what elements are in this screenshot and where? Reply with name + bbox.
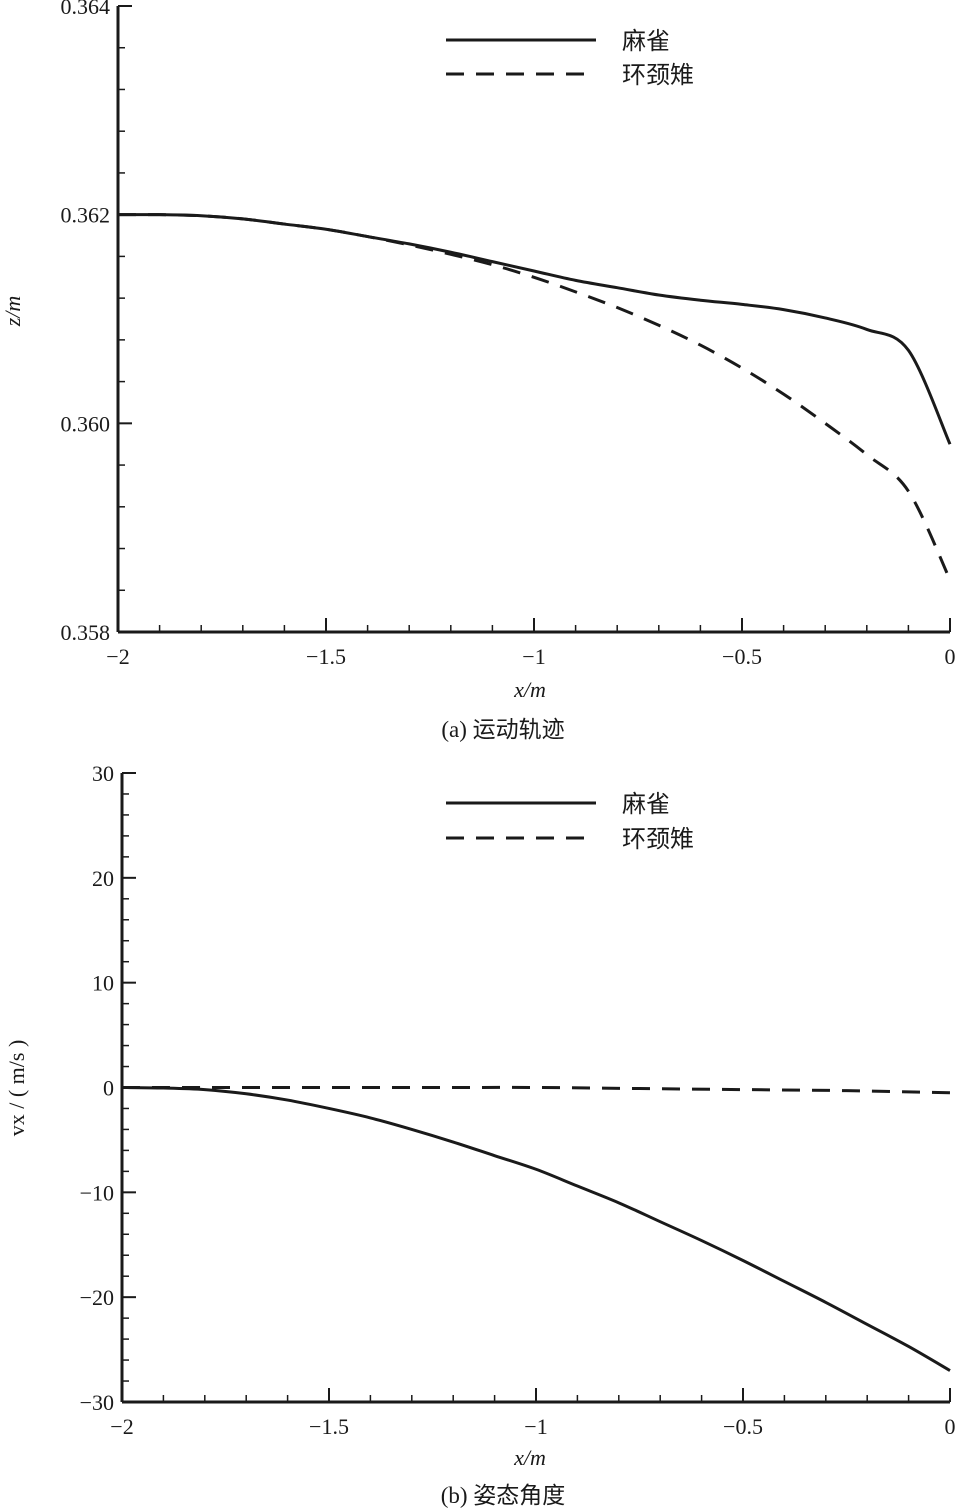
caption-b: (b) 姿态角度 (441, 1483, 566, 1508)
tick-labels-b: −2 −1.5 −1 −0.5 0 −30 −20 −10 0 10 20 30 (80, 761, 956, 1439)
y-tick-label-b: −10 (80, 1180, 114, 1205)
x-tick-label-b: −2 (110, 1414, 133, 1439)
x-tick-label-b: −1 (524, 1414, 547, 1439)
x-tick-label-b: −0.5 (723, 1414, 763, 1439)
y-tick-label-b: 20 (92, 866, 114, 891)
x-tick-label-b: 0 (945, 1414, 956, 1439)
legend-b: 麻雀 环颈雉 (446, 790, 694, 853)
caption-a: (a) 运动轨迹 (441, 717, 564, 742)
y-axis-title-b: vx / ( m/s ) (4, 1040, 29, 1137)
chart-panel-b: −2 −1.5 −1 −0.5 0 −30 −20 −10 0 10 20 30 x/m vx / (… (4, 761, 956, 1508)
x-tick-label-a: −2 (106, 644, 129, 669)
series-layer-b (121, 1085, 951, 1372)
series-line-sparrow-b (121, 1086, 951, 1372)
legend-a: 麻雀 环颈雉 (446, 27, 694, 89)
x-tick-label-a: −1 (522, 644, 545, 669)
x-tick-label-a: −1.5 (306, 644, 346, 669)
axis-ticks-a (116, 5, 951, 634)
y-tick-label-a: 0.364 (61, 0, 111, 19)
x-tick-label-a: 0 (945, 644, 956, 669)
chart-panel-a: −2 −1.5 −1 −0.5 0 0.358 0.360 0.362 0.364 x/m z/… (0, 0, 956, 742)
y-axis-title-a: z/m (0, 296, 25, 328)
tick-labels-a: −2 −1.5 −1 −0.5 0 0.358 0.360 0.362 0.364 (61, 0, 956, 669)
legend-label-pheasant-a: 环颈雉 (622, 61, 694, 89)
y-tick-label-a: 0.358 (61, 620, 111, 645)
y-tick-label-b: −20 (80, 1285, 114, 1310)
y-tick-label-a: 0.362 (61, 203, 111, 228)
series-line-pheasant-b (121, 1085, 951, 1095)
y-tick-label-a: 0.360 (61, 411, 111, 436)
y-tick-label-b: 30 (92, 761, 114, 786)
y-tick-label-b: −30 (80, 1390, 114, 1415)
x-axis-title-a: x/m (513, 677, 546, 702)
series-line-sparrow-a (117, 213, 952, 445)
legend-label-sparrow-b: 麻雀 (622, 790, 670, 818)
y-tick-label-b: 0 (103, 1076, 114, 1101)
legend-label-sparrow-a: 麻雀 (622, 27, 670, 55)
x-axis-title-b: x/m (513, 1445, 546, 1470)
series-layer-a (117, 213, 952, 581)
y-tick-label-b: 10 (92, 971, 114, 996)
x-tick-label-b: −1.5 (309, 1414, 349, 1439)
legend-label-pheasant-b: 环颈雉 (622, 825, 694, 853)
x-tick-label-a: −0.5 (722, 644, 762, 669)
series-line-pheasant-a (117, 213, 952, 581)
